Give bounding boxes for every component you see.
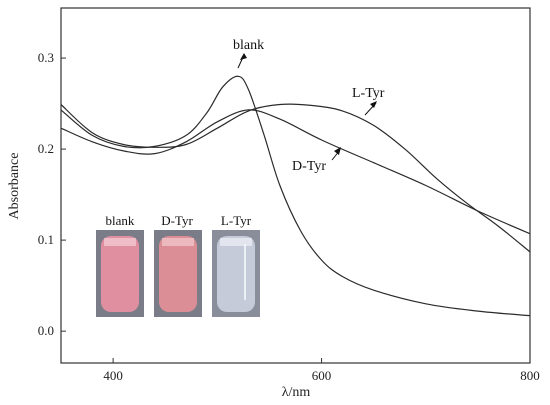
y-tick-label: 0.0 — [38, 323, 54, 338]
annotation-dtyr: D-Tyr — [292, 147, 341, 174]
y-axis-ticks: 0.0 0.1 0.2 0.3 — [38, 50, 66, 338]
vial-label-dtyr: D-Tyr — [161, 213, 193, 228]
annotation-dtyr-arrowhead — [334, 147, 341, 155]
annotation-blank-arrowhead — [240, 53, 247, 60]
plot-frame — [60, 7, 531, 364]
vial-photo-ltyr — [212, 230, 260, 317]
annotation-ltyr-label: L-Tyr — [352, 86, 385, 101]
annotation-dtyr-label: D-Tyr — [292, 159, 326, 174]
x-tick-label: 600 — [312, 368, 332, 383]
vial-label-blank: blank — [106, 213, 135, 228]
series-curves — [60, 75, 531, 317]
series-line-l-tyr — [60, 103, 531, 253]
annotation-blank: blank — [233, 38, 264, 69]
x-axis-title: λ/nm — [282, 385, 311, 400]
y-tick-label: 0.3 — [38, 50, 54, 65]
y-axis-title: Absorbance — [7, 153, 22, 220]
x-tick-label: 800 — [520, 368, 540, 383]
vial-photo-dtyr — [154, 230, 202, 317]
series-line-d-tyr — [60, 109, 531, 235]
vials-inset: blank D-Tyr L-Tyr — [96, 213, 260, 317]
y-tick-label: 0.2 — [38, 141, 54, 156]
x-axis-ticks: 400 600 800 — [103, 358, 540, 383]
y-tick-label: 0.1 — [38, 232, 54, 247]
annotation-ltyr-arrowhead — [370, 101, 377, 108]
annotation-ltyr: L-Tyr — [352, 86, 385, 116]
x-tick-label: 400 — [103, 368, 123, 383]
vial-photo-blank — [96, 230, 144, 317]
annotation-blank-label: blank — [233, 38, 264, 53]
vial-label-ltyr: L-Tyr — [221, 213, 252, 228]
